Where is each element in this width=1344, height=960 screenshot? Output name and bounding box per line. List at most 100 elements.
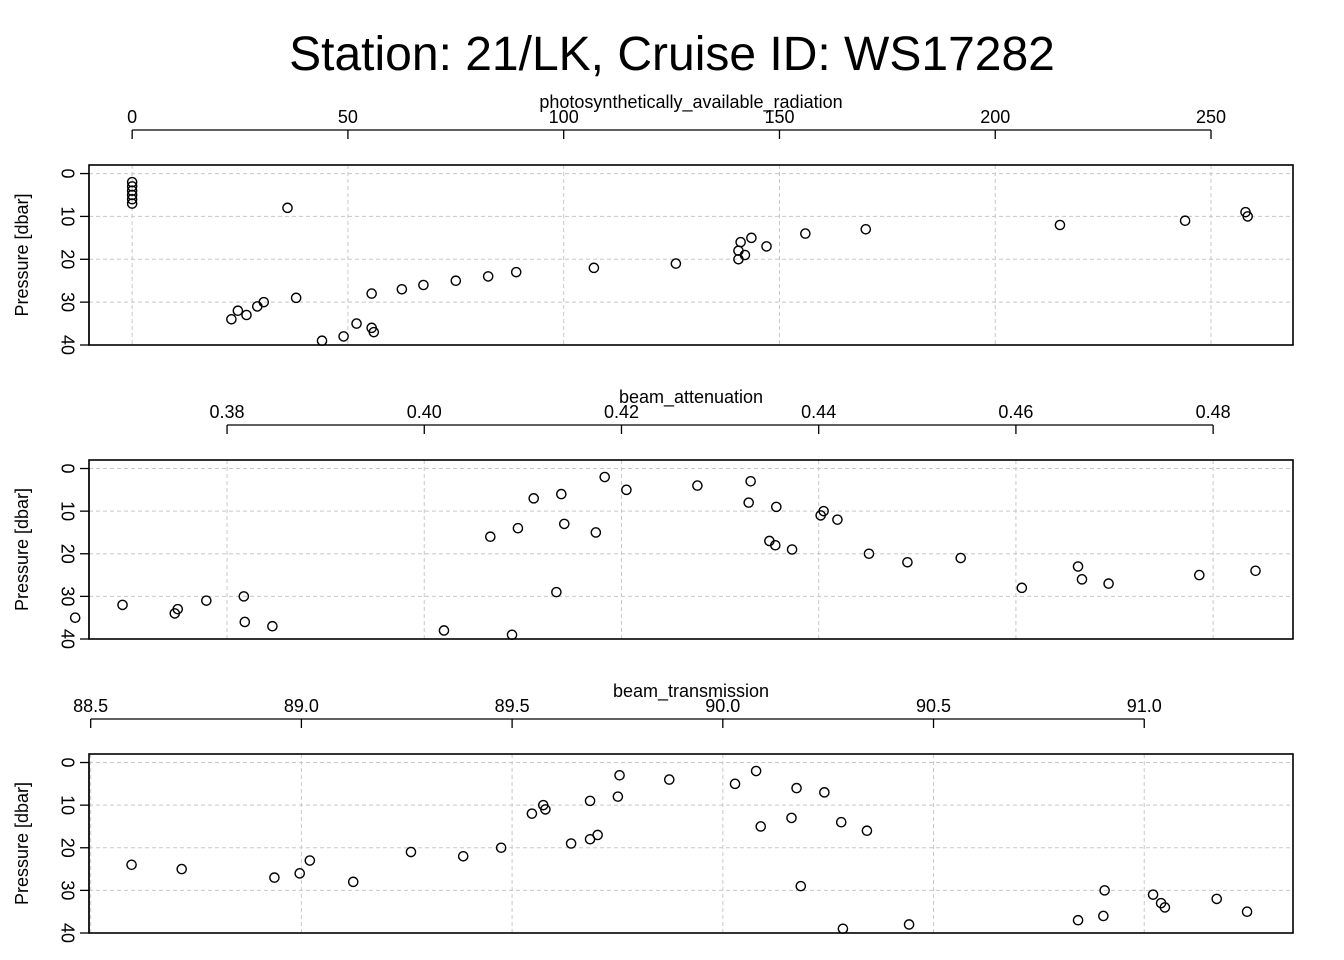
data-point [338,331,349,342]
data-point [955,552,966,564]
data-point [267,620,278,632]
y-tick-label: 10 [57,795,77,815]
data-point [670,258,682,269]
data-point [590,527,602,538]
data-point [269,872,280,883]
data-point [232,305,244,317]
data-point [584,833,596,845]
x-tick-label: 0.40 [407,402,442,422]
data-point [795,880,807,892]
data-point [755,821,767,832]
data-point [1103,578,1114,589]
data-point [1054,219,1066,231]
data-point [1016,582,1028,594]
data-point [791,782,802,794]
y-tick-label: 0 [57,169,77,179]
data-point [1159,902,1171,913]
x-tick-label: 89.5 [495,696,530,716]
y-tick-label: 30 [57,586,77,606]
data-point [903,919,915,930]
plot-frame [88,753,1294,934]
data-point [746,232,757,244]
data-point [351,318,362,329]
data-point [238,591,250,602]
data-point [126,198,138,209]
x-tick-label: 91.0 [1127,696,1162,716]
data-point [1250,565,1261,577]
data-point [366,288,377,299]
data-point [584,795,596,807]
data-point [450,275,462,287]
y-tick-label: 40 [57,923,77,943]
data-point [1076,574,1088,585]
x-tick-label: 0.46 [998,402,1033,422]
data-point [418,279,429,291]
y-tick-label: 10 [57,501,77,521]
data-point [733,253,744,265]
data-point [241,309,252,321]
y-tick-label: 20 [57,544,77,564]
data-point [733,245,744,257]
data-point [729,778,741,790]
x-tick-label: 0.48 [1196,402,1231,422]
data-point [1194,569,1205,581]
data-point [506,629,518,641]
data-point [316,335,328,347]
data-point [745,476,756,487]
data-point [819,787,830,798]
data-point [551,586,562,598]
data-point [169,608,181,619]
data-point [599,471,611,483]
x-tick-label: 0.38 [210,402,245,422]
data-point [692,480,703,491]
data-point [485,531,496,543]
x-tick-label: 100 [549,107,579,127]
data-point [396,283,408,295]
y-axis-title: Pressure [dbar] [12,782,32,905]
data-point [405,846,417,858]
data-point [1072,561,1084,572]
y-tick-label: 40 [57,335,77,355]
x-tick-label: 200 [980,107,1010,127]
data-point [482,271,494,282]
data-point [770,501,782,513]
data-point [770,539,781,551]
data-point [750,765,762,777]
data-point [612,791,624,802]
y-axis-title: Pressure [dbar] [12,488,32,611]
x-axis-title: photosynthetically_available_radiation [539,92,842,113]
data-point [786,812,797,824]
data-point [239,616,251,628]
data-point [861,825,873,837]
data-point [1211,893,1223,905]
data-point [176,863,188,875]
data-point [282,202,293,214]
data-point [837,923,849,935]
x-tick-label: 89.0 [284,696,319,716]
y-tick-label: 30 [57,880,77,900]
data-point [614,770,625,781]
y-tick-label: 0 [57,464,77,474]
y-tick-label: 20 [57,838,77,858]
y-tick-label: 40 [57,629,77,649]
data-point [815,510,826,521]
y-axis-title: Pressure [dbar] [12,193,32,316]
data-point [495,842,507,854]
data-point [800,228,811,239]
data-point [1099,885,1110,896]
data-point [556,488,567,500]
data-point [290,292,302,304]
plot-frame [88,459,1294,640]
x-tick-label: 90.5 [916,696,951,716]
data-point [663,774,675,785]
data-point [860,223,872,235]
x-tick-label: 50 [338,107,358,127]
x-tick-label: 0.44 [801,402,836,422]
data-point [902,556,913,568]
data-point [863,548,875,560]
data-point [761,241,772,252]
data-point [558,518,570,530]
data-point [786,544,798,555]
y-tick-label: 30 [57,292,77,312]
